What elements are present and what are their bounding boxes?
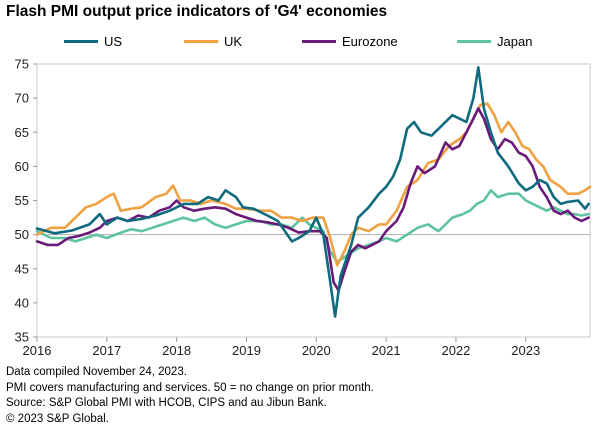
legend-label-eurozone: Eurozone (342, 34, 398, 49)
chart-legend: US UK Eurozone Japan (0, 34, 594, 50)
plot-frame (36, 63, 591, 338)
legend-swatch-us (64, 40, 98, 43)
x-tick-label: 2020 (302, 343, 331, 358)
series-line-uk (35, 102, 592, 267)
chart-title: Flash PMI output price indicators of 'G4… (6, 3, 388, 20)
chart-notes: Data compiled November 24, 2023. PMI cov… (6, 365, 374, 427)
note-copyright: © 2023 S&P Global. (6, 412, 109, 425)
x-tick-label: 2022 (441, 343, 470, 358)
y-tick-label: 35 (15, 330, 29, 345)
note-pmi-coverage: PMI covers manufacturing and services. 5… (6, 381, 374, 394)
legend-item-uk: UK (184, 34, 242, 49)
note-source: Source: S&P Global PMI with HCOB, CIPS a… (6, 397, 327, 409)
y-tick-label: 60 (15, 159, 29, 174)
y-tick-label: 45 (15, 261, 29, 276)
series-line-eurozone (35, 107, 590, 292)
x-tick-label: 2016 (23, 343, 52, 358)
y-tick-label: 40 (15, 295, 29, 310)
note-data-compiled: Data compiled November 24, 2023. (6, 366, 187, 378)
series-line-us (35, 66, 590, 318)
legend-label-uk: UK (224, 34, 243, 49)
y-tick-label: 65 (15, 125, 29, 140)
x-tick-label: 2018 (162, 343, 191, 358)
legend-label-japan: Japan (497, 34, 533, 49)
y-tick-label: 70 (15, 91, 29, 106)
x-tick-label: 2021 (372, 343, 401, 358)
legend-swatch-japan (457, 40, 491, 43)
y-tick-label: 50 (15, 227, 29, 242)
legend-swatch-eurozone (302, 40, 336, 43)
x-tick-label: 2023 (511, 343, 540, 358)
legend-label-us: US (104, 34, 123, 49)
y-tick-label: 55 (15, 193, 29, 208)
legend-item-us: US (64, 34, 122, 49)
x-tick-label: 2017 (92, 343, 121, 358)
legend-swatch-uk (184, 40, 218, 43)
y-tick-label: 75 (15, 57, 29, 72)
legend-item-eurozone: Eurozone (302, 34, 398, 49)
x-tick-label: 2019 (232, 343, 261, 358)
series-line-japan (35, 189, 590, 264)
legend-item-japan: Japan (457, 34, 532, 49)
